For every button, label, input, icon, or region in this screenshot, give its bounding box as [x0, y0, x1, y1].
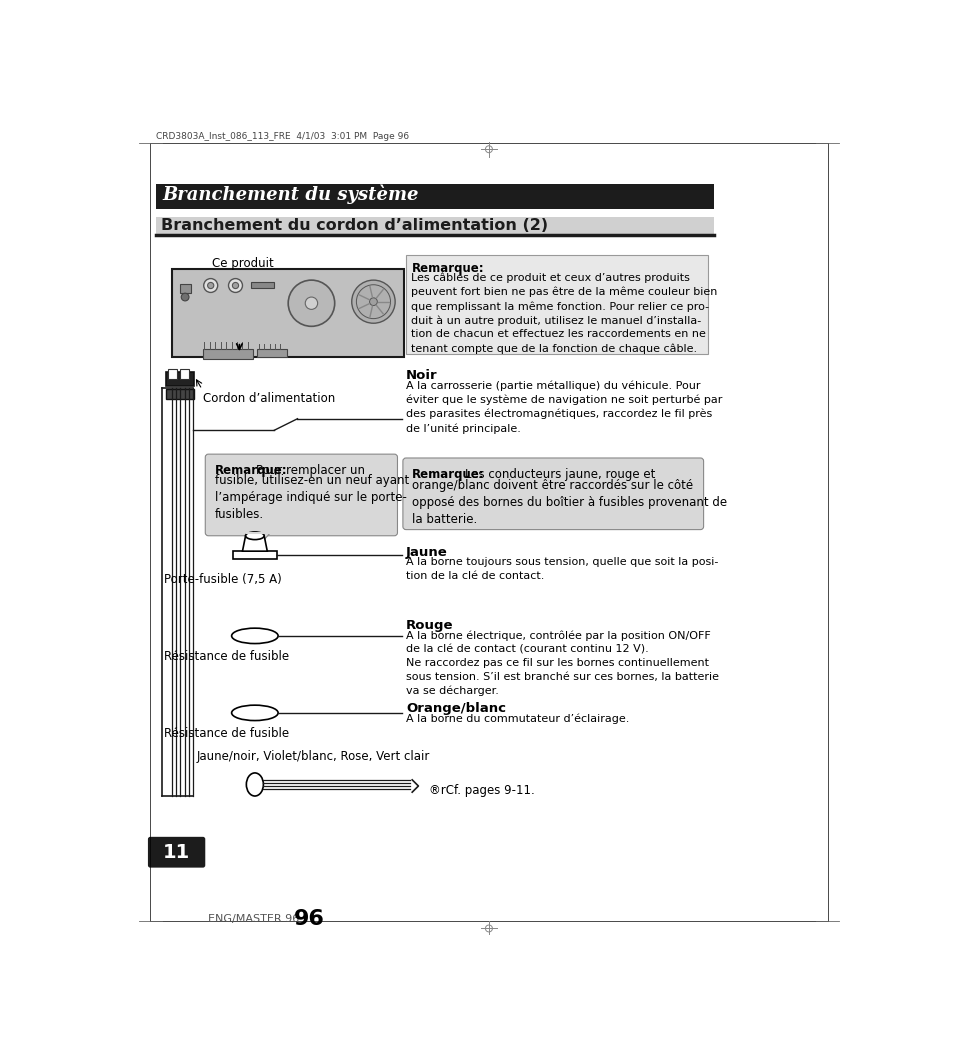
Circle shape [352, 281, 395, 324]
Text: fusible, utilisez-en un neuf ayant
l’ampérage indiqué sur le porte-
fusibles.: fusible, utilisez-en un neuf ayant l’amp… [214, 474, 409, 521]
FancyBboxPatch shape [406, 255, 707, 354]
FancyBboxPatch shape [166, 389, 193, 399]
Circle shape [181, 293, 189, 301]
Text: A la borne électrique, contrôlée par la position ON/OFF
de la clé de contact (co: A la borne électrique, contrôlée par la … [406, 631, 719, 696]
FancyBboxPatch shape [179, 284, 191, 293]
FancyBboxPatch shape [148, 837, 205, 868]
Text: Résistance de fusible: Résistance de fusible [164, 726, 289, 740]
Circle shape [305, 297, 317, 309]
Text: Rouge: Rouge [406, 619, 453, 632]
Text: Remarque:: Remarque: [214, 465, 287, 477]
FancyBboxPatch shape [179, 369, 189, 379]
Circle shape [229, 279, 242, 292]
Text: 96: 96 [294, 909, 324, 929]
Text: Noir: Noir [406, 369, 437, 382]
Text: ENG/MASTER 96: ENG/MASTER 96 [208, 914, 299, 924]
Circle shape [369, 297, 377, 306]
Text: Ce produit: Ce produit [212, 257, 274, 270]
Ellipse shape [245, 532, 264, 539]
Text: A la borne du commutateur d’éclairage.: A la borne du commutateur d’éclairage. [406, 714, 629, 724]
Text: Branchement du système: Branchement du système [162, 184, 418, 204]
Text: Pour remplacer un: Pour remplacer un [255, 465, 364, 477]
Ellipse shape [232, 628, 278, 643]
Circle shape [204, 279, 217, 292]
Text: Remarque:: Remarque: [412, 468, 484, 481]
Text: Cordon d’alimentation: Cordon d’alimentation [203, 392, 335, 405]
FancyBboxPatch shape [168, 369, 177, 379]
Circle shape [356, 285, 390, 318]
FancyBboxPatch shape [257, 349, 286, 357]
Text: Les conducteurs jaune, rouge et: Les conducteurs jaune, rouge et [464, 468, 655, 481]
FancyBboxPatch shape [155, 184, 713, 208]
Text: orange/blanc doivent être raccordés sur le côté
opposé des bornes du boîtier à f: orange/blanc doivent être raccordés sur … [412, 479, 726, 526]
FancyBboxPatch shape [402, 458, 703, 530]
Polygon shape [242, 536, 267, 551]
Text: CRD3803A_Inst_086_113_FRE  4/1/03  3:01 PM  Page 96: CRD3803A_Inst_086_113_FRE 4/1/03 3:01 PM… [155, 132, 409, 141]
Polygon shape [247, 533, 270, 545]
Text: Branchement du cordon d’alimentation (2): Branchement du cordon d’alimentation (2) [161, 218, 548, 233]
FancyBboxPatch shape [155, 217, 713, 235]
FancyBboxPatch shape [233, 551, 276, 559]
Text: Porte-fusible (7,5 A): Porte-fusible (7,5 A) [164, 573, 282, 585]
Circle shape [208, 283, 213, 289]
Ellipse shape [246, 772, 263, 796]
Text: A la borne toujours sous tension, quelle que soit la posi-
tion de la clé de con: A la borne toujours sous tension, quelle… [406, 557, 718, 581]
FancyBboxPatch shape [205, 454, 397, 536]
Text: 11: 11 [163, 844, 190, 863]
Text: Jaune/noir, Violet/blanc, Rose, Vert clair: Jaune/noir, Violet/blanc, Rose, Vert cla… [196, 749, 430, 763]
Circle shape [288, 281, 335, 326]
Ellipse shape [232, 705, 278, 721]
Text: ®rCf. pages 9-11.: ®rCf. pages 9-11. [429, 784, 535, 797]
FancyBboxPatch shape [203, 349, 253, 358]
Text: Les câbles de ce produit et ceux d’autres produits
peuvent fort bien ne pas être: Les câbles de ce produit et ceux d’autre… [411, 272, 717, 354]
FancyBboxPatch shape [251, 282, 274, 288]
Text: Remarque:: Remarque: [411, 262, 483, 274]
Text: Jaune: Jaune [406, 545, 447, 559]
Circle shape [233, 283, 238, 289]
FancyBboxPatch shape [166, 372, 193, 386]
Text: A la carrosserie (partie métallique) du véhicule. Pour
éviter que le système de : A la carrosserie (partie métallique) du … [406, 380, 721, 434]
Text: Orange/blanc: Orange/blanc [406, 702, 505, 715]
FancyBboxPatch shape [172, 269, 404, 357]
Text: Résistance de fusible: Résistance de fusible [164, 650, 289, 663]
